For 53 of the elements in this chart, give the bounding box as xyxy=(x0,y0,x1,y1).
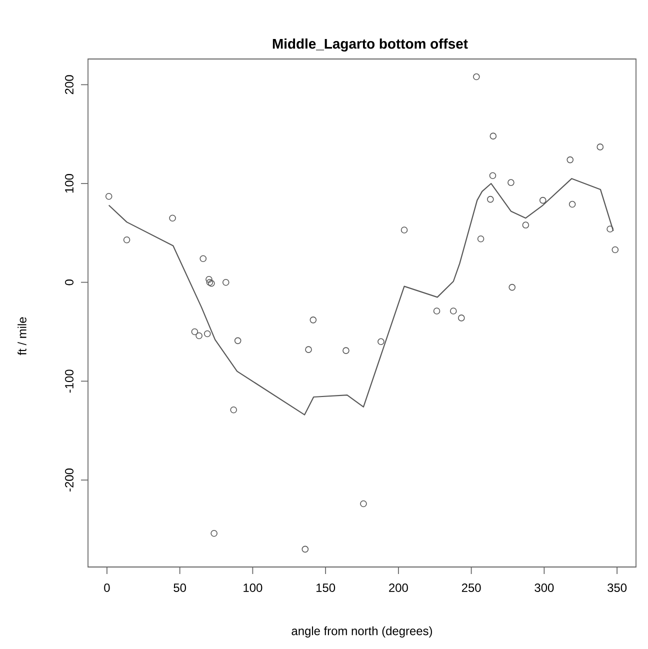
point xyxy=(490,132,497,140)
point xyxy=(222,278,230,286)
y-tick-label: 100 xyxy=(65,174,74,193)
x-tick-label: 350 xyxy=(608,584,627,592)
point xyxy=(234,337,242,344)
point xyxy=(477,235,484,242)
x-tick-label: 50 xyxy=(174,584,186,592)
point xyxy=(123,236,130,244)
point xyxy=(206,278,214,286)
x-tick-label: 300 xyxy=(534,584,554,592)
point xyxy=(400,226,408,234)
point xyxy=(342,347,350,354)
point xyxy=(568,200,576,208)
chart-title: Middle_Lagarto bottom offset xyxy=(272,38,468,52)
point xyxy=(204,330,211,338)
point xyxy=(208,280,215,287)
x-tick-label: 100 xyxy=(244,584,262,592)
point xyxy=(210,530,218,537)
point xyxy=(230,406,237,414)
x-tick-label: 150 xyxy=(316,584,336,592)
point xyxy=(378,338,384,346)
point xyxy=(169,214,176,222)
point xyxy=(433,308,440,314)
point xyxy=(508,284,516,291)
y-axis-title: ft / mile xyxy=(18,317,26,356)
point xyxy=(450,308,457,314)
point xyxy=(612,246,619,254)
x-tick-label: 250 xyxy=(462,584,481,592)
y-tick-label: -200 xyxy=(65,468,74,492)
point xyxy=(539,196,546,204)
y-tick-label: 0 xyxy=(65,279,74,286)
point xyxy=(191,328,198,336)
point xyxy=(200,255,207,262)
point xyxy=(522,222,530,228)
point xyxy=(458,314,465,322)
point xyxy=(508,179,514,186)
point xyxy=(206,276,212,283)
y-tick-label: 200 xyxy=(65,75,74,94)
point xyxy=(489,172,496,180)
x-axis-title: angle from north (degrees) xyxy=(292,626,432,638)
x-tick-label: 200 xyxy=(389,584,408,592)
point xyxy=(487,196,494,203)
point xyxy=(473,73,480,80)
point xyxy=(596,144,604,150)
point xyxy=(105,192,112,200)
point xyxy=(305,346,312,353)
point xyxy=(566,156,574,164)
point xyxy=(302,546,309,553)
point xyxy=(360,500,367,508)
point xyxy=(196,332,202,340)
point xyxy=(310,316,317,324)
x-tick-label: 0 xyxy=(104,584,110,592)
y-tick-label: -100 xyxy=(65,370,74,393)
